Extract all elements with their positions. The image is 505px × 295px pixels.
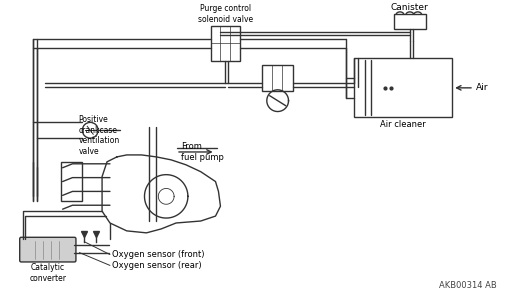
Text: Catalytic
converter: Catalytic converter: [29, 263, 66, 283]
Bar: [353, 58, 451, 117]
Text: Oxygen sensor (rear): Oxygen sensor (rear): [112, 261, 201, 270]
Bar: [210, 26, 240, 61]
Text: AKB00314 AB: AKB00314 AB: [438, 281, 496, 290]
Text: Oxygen sensor (front): Oxygen sensor (front): [112, 250, 204, 259]
Bar: [61, 162, 82, 201]
Bar: [393, 14, 425, 29]
FancyBboxPatch shape: [20, 237, 76, 262]
Text: Canister: Canister: [390, 3, 428, 12]
Bar: [262, 65, 293, 91]
Text: Air: Air: [475, 83, 487, 92]
Text: Air cleaner: Air cleaner: [379, 120, 425, 130]
Text: Positive
crankcase
ventilation
valve: Positive crankcase ventilation valve: [78, 115, 119, 156]
Text: Purge control
solenoid valve: Purge control solenoid valve: [197, 4, 252, 24]
Text: From
fuel pump: From fuel pump: [181, 142, 223, 161]
